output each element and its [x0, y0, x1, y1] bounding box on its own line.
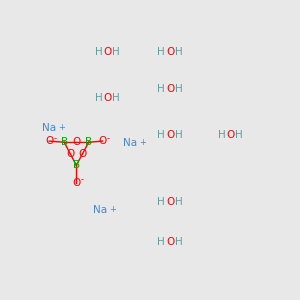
Text: O: O — [66, 149, 74, 159]
Text: Na: Na — [93, 206, 107, 215]
Text: H: H — [175, 237, 183, 247]
Text: -: - — [81, 176, 84, 184]
Text: H: H — [112, 93, 120, 103]
Text: O: O — [103, 93, 111, 103]
Text: O: O — [72, 137, 81, 147]
Text: H: H — [157, 197, 165, 207]
Text: O: O — [78, 149, 87, 159]
Text: O: O — [98, 136, 107, 146]
Text: O: O — [45, 136, 53, 146]
Text: O: O — [166, 197, 174, 207]
Text: O: O — [166, 84, 174, 94]
Text: H: H — [175, 197, 183, 207]
Text: H: H — [157, 130, 165, 140]
Text: O: O — [103, 47, 111, 57]
Text: -: - — [53, 134, 56, 143]
Text: H: H — [175, 47, 183, 57]
Text: O: O — [166, 130, 174, 140]
Text: H: H — [175, 84, 183, 94]
Text: B: B — [85, 137, 92, 147]
Text: O: O — [226, 130, 235, 140]
Text: O: O — [72, 178, 80, 188]
Text: H: H — [236, 130, 243, 140]
Text: +: + — [109, 205, 116, 214]
Text: O: O — [166, 237, 174, 247]
Text: H: H — [94, 47, 102, 57]
Text: O: O — [166, 47, 174, 57]
Text: H: H — [157, 84, 165, 94]
Text: H: H — [157, 237, 165, 247]
Text: B: B — [61, 137, 68, 147]
Text: +: + — [58, 123, 65, 132]
Text: +: + — [139, 138, 146, 147]
Text: H: H — [218, 130, 226, 140]
Text: H: H — [112, 47, 120, 57]
Text: Na: Na — [123, 138, 138, 148]
Text: Na: Na — [42, 123, 56, 134]
Text: H: H — [175, 130, 183, 140]
Text: -: - — [107, 134, 110, 143]
Text: H: H — [157, 47, 165, 57]
Text: B: B — [73, 160, 80, 170]
Text: H: H — [94, 93, 102, 103]
